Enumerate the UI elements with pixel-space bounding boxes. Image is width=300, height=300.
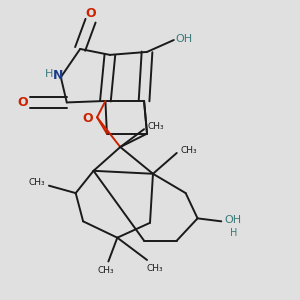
Text: H: H xyxy=(45,69,54,79)
Text: N: N xyxy=(53,69,63,82)
Text: H: H xyxy=(230,228,238,238)
Text: CH₃: CH₃ xyxy=(97,266,114,275)
Text: O: O xyxy=(85,7,96,20)
Text: O: O xyxy=(17,96,28,109)
Text: O: O xyxy=(82,112,93,125)
Text: OH: OH xyxy=(225,215,242,225)
Text: CH₃: CH₃ xyxy=(29,178,45,187)
Text: CH₃: CH₃ xyxy=(180,146,197,154)
Text: CH₃: CH₃ xyxy=(148,122,164,131)
Text: CH₃: CH₃ xyxy=(146,264,163,273)
Text: OH: OH xyxy=(176,34,193,44)
